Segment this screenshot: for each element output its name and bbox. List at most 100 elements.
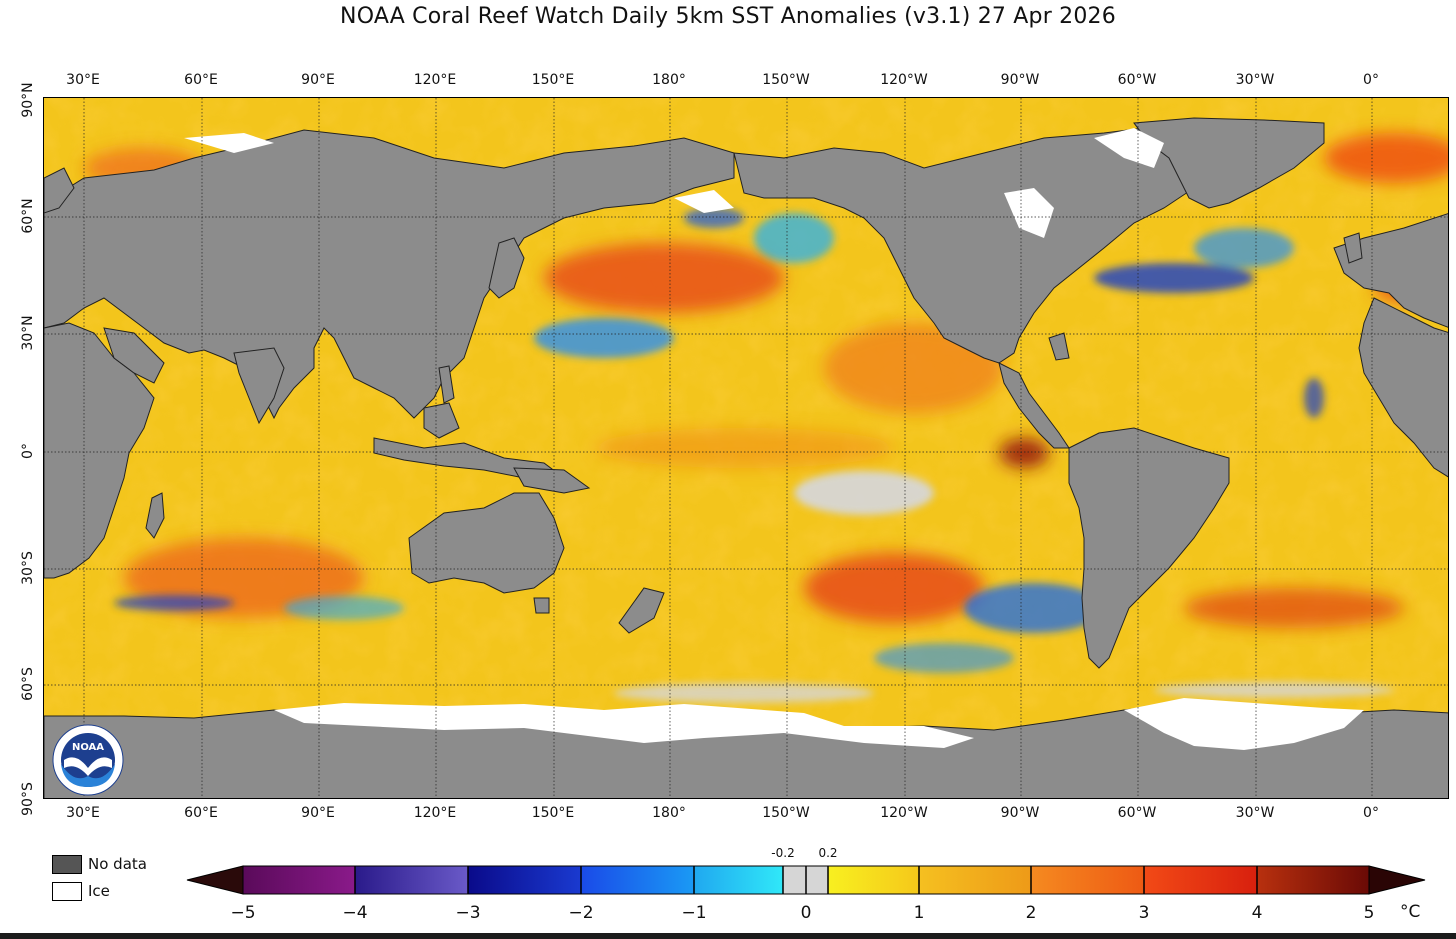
- colorbar-tick-label: 3: [1138, 903, 1150, 923]
- lon-label: 90°W: [1000, 805, 1040, 821]
- florida: [1048, 332, 1070, 361]
- lon-label: 180°: [652, 805, 686, 821]
- bottom-strip: [0, 933, 1456, 939]
- lon-label: 30°W: [1235, 72, 1275, 88]
- cool-anomalies: [114, 208, 1324, 673]
- lon-label: 90°W: [1000, 72, 1040, 88]
- lon-label: 150°W: [762, 72, 810, 88]
- lon-label: 120°E: [413, 805, 457, 821]
- colorbar-segment: [1144, 866, 1257, 894]
- lon-label: 30°E: [66, 72, 100, 88]
- arctic-ice-hudson: [1004, 188, 1054, 238]
- new-guinea: [513, 467, 591, 494]
- colorbar-tick-label: 2: [1025, 903, 1037, 923]
- lon-label: 60°W: [1117, 72, 1157, 88]
- colorbar-low-extension: [186, 865, 244, 895]
- colorbar-segment: [1031, 866, 1144, 894]
- colorbar-tick-label: −4: [342, 903, 368, 923]
- lon-label: 0°: [1363, 805, 1379, 821]
- neutral-anomalies: [614, 471, 1394, 703]
- lon-label: 90°E: [301, 72, 335, 88]
- colorbar-small-label: -0.2: [771, 846, 795, 860]
- colorbar-segment: [694, 866, 783, 894]
- lat-label: 60°S: [20, 667, 36, 701]
- northwest-africa: [1358, 297, 1448, 478]
- lon-label: 150°W: [762, 805, 810, 821]
- sst-anomaly-map: [43, 97, 1449, 799]
- greenland: [1133, 117, 1325, 209]
- british-isles: [1343, 232, 1363, 264]
- colorbar-segment: [355, 866, 468, 894]
- india: [233, 347, 285, 425]
- antarctic-ice: [274, 703, 974, 748]
- colorbar-outline: [242, 865, 1370, 895]
- philippines: [438, 365, 455, 404]
- weddell-ice: [1124, 698, 1364, 750]
- borneo: [423, 402, 460, 439]
- colorbar-segment: [828, 866, 919, 894]
- tasmania: [533, 597, 550, 614]
- scandinavia: [44, 167, 75, 214]
- australia: [408, 492, 565, 594]
- arabia: [103, 327, 165, 384]
- colorbar-tick-label: −1: [681, 903, 707, 923]
- colorbar-segment: [919, 866, 1031, 894]
- colorbar-segment: [581, 866, 694, 894]
- europe: [1333, 213, 1448, 328]
- lat-label: 90°N: [20, 82, 36, 118]
- lon-label: 30°W: [1235, 805, 1275, 821]
- arctic-ice-greenland: [1094, 128, 1164, 168]
- colorbar-tick-label: 0: [800, 903, 812, 923]
- colorbar-segment: [468, 866, 581, 894]
- noaa-logo-text: NOAA: [72, 742, 104, 753]
- lat-label: 30°S: [20, 551, 36, 585]
- lat-label: 60°N: [20, 198, 36, 234]
- lon-label: 60°E: [184, 72, 218, 88]
- colorbar-small-label: 0.2: [818, 846, 838, 860]
- colorbar-tick-label: −5: [230, 903, 256, 923]
- japan: [488, 237, 525, 299]
- colorbar-segment: [1257, 866, 1369, 894]
- north-america: [733, 125, 1245, 364]
- colorbar-tick-label: 4: [1251, 903, 1263, 923]
- ice-label: Ice: [88, 882, 110, 900]
- lat-label: 0°: [20, 443, 36, 459]
- map-canvas: [44, 98, 1448, 798]
- nodata-label: No data: [88, 855, 147, 873]
- ice-swatch: [52, 882, 82, 901]
- lon-label: 180°: [652, 72, 686, 88]
- africa-landmass: [44, 322, 155, 579]
- colorbar-ticks: [354, 866, 1258, 894]
- lon-label: 60°W: [1117, 805, 1157, 821]
- new-zealand: [618, 587, 665, 634]
- colorbar-high-extension: [1368, 865, 1426, 895]
- lon-label: 30°E: [66, 805, 100, 821]
- colorbar-unit: °C: [1400, 902, 1421, 922]
- arctic-ice-bering: [674, 190, 734, 213]
- colorbar-tick-label: 5: [1363, 903, 1375, 923]
- lon-label: 120°E: [413, 72, 457, 88]
- lat-label: 30°N: [20, 315, 36, 351]
- colorbar-neutral-segment: [783, 866, 828, 894]
- lon-label: 150°E: [531, 805, 575, 821]
- arctic-ice-russia: [184, 133, 274, 153]
- colorbar-segment: [243, 866, 355, 894]
- colorbar-tick-label: −2: [568, 903, 594, 923]
- lon-label: 150°E: [531, 72, 575, 88]
- graticule: [44, 98, 1448, 798]
- lon-label: 90°E: [301, 805, 335, 821]
- nodata-swatch: [52, 855, 82, 874]
- colorbar-tick-label: −3: [455, 903, 481, 923]
- sea-ice: [184, 128, 1364, 750]
- map-title: NOAA Coral Reef Watch Daily 5km SST Anom…: [340, 4, 1116, 29]
- asia-landmass: [44, 129, 735, 420]
- lon-label: 60°E: [184, 805, 218, 821]
- south-america: [1068, 427, 1230, 669]
- lon-label: 120°W: [880, 72, 928, 88]
- lon-label: 0°: [1363, 72, 1379, 88]
- warm-anomalies: [84, 133, 1448, 628]
- lon-label: 120°W: [880, 805, 928, 821]
- colorbar-tick-label: 1: [913, 903, 925, 923]
- noaa-logo: NOAA: [52, 724, 124, 796]
- lat-label: 90°S: [20, 782, 36, 816]
